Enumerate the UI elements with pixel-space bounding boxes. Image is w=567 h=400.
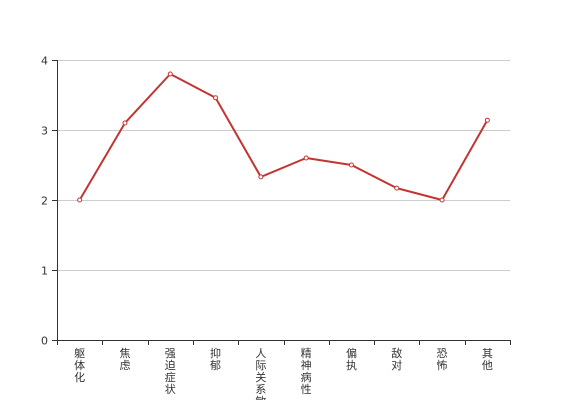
x-tick-label: 抑郁 [210,346,221,372]
y-tick-label: 3 [41,125,48,138]
y-tick-label: 2 [41,195,48,208]
x-tick-label: 人际关系敏感 [255,347,266,400]
axes [52,60,511,345]
x-tick-label: 精神病性 [301,347,312,396]
data-point [122,120,128,126]
data-point [167,71,173,77]
x-tick-label: 其他 [482,347,493,372]
x-tick-label: 恐怖 [437,347,448,372]
x-tick-label: 偏执 [346,346,357,372]
x-tick-label: 焦虑 [119,347,130,372]
data-point [484,117,490,123]
data-point [439,197,445,203]
series-line [77,71,490,203]
y-tick-label: 0 [41,335,48,348]
series-line-path [78,73,489,201]
x-tick-label: 敌对 [391,346,402,372]
grid-lines [57,60,510,271]
data-point [303,155,309,161]
y-tick-labels: 0 1 2 3 4 [41,55,48,348]
x-tick-label: 躯体化 [74,347,85,384]
data-point [77,197,83,203]
y-tick-label: 1 [41,265,48,278]
data-point [394,185,400,191]
y-tick-label: 4 [41,55,48,68]
x-tick-labels: 躯体化 焦虑 强迫症状 抑郁 人际关系敏感 精神病性 偏执 敌对 恐怖 其他 [74,346,493,400]
data-point [258,174,264,180]
x-tick-label: 强迫症状 [165,347,176,396]
data-point [348,162,354,168]
data-point [213,95,219,101]
